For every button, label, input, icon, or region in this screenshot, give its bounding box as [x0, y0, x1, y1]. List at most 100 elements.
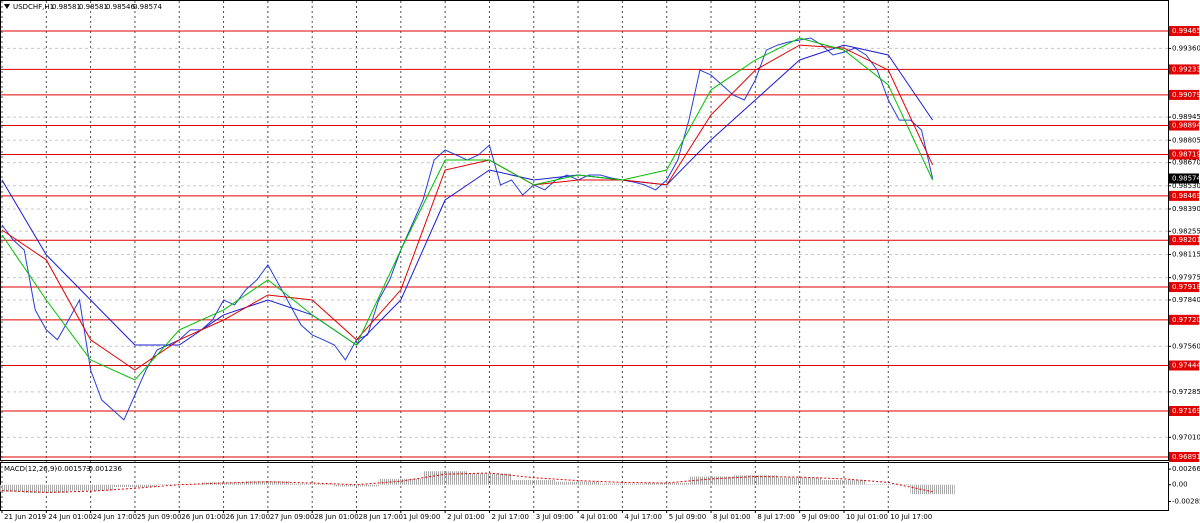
y-tick-label: 0.98255 — [1172, 227, 1200, 235]
grid — [1, 1, 1171, 513]
main-panel — [0, 0, 1169, 461]
x-tick-label: 1 Jul 09:00 — [403, 513, 441, 521]
level-tag — [1169, 26, 1199, 37]
y-tick-label: 0.98945 — [1172, 113, 1200, 121]
macd-bar — [866, 484, 911, 485]
x-tick-label: 2 Jul 17:00 — [491, 513, 529, 521]
menu-icon — [4, 4, 10, 9]
level-label: 0.98719 — [1172, 150, 1200, 158]
level-label: 0.98469 — [1172, 192, 1200, 200]
x-tick-label: 26 Jun 01:00 — [181, 513, 225, 521]
x-tick-label: 8 Jul 01:00 — [713, 513, 751, 521]
macd-bar — [555, 481, 601, 485]
y-tick-label: 0.99360 — [1172, 44, 1200, 52]
macd-bar — [68, 484, 113, 491]
x-tick-label: 4 Jul 17:00 — [624, 513, 662, 521]
macd-bar — [112, 484, 158, 488]
y-tick-label: 0.00 — [1172, 481, 1188, 489]
ohlc-value: 0.98581 — [52, 3, 81, 11]
level-tag — [1169, 314, 1199, 325]
x-tick-label: 5 Jul 09:00 — [669, 513, 707, 521]
x-tick-label: 28 Jun 17:00 — [359, 513, 403, 521]
x-tick-label: 4 Jul 01:00 — [580, 513, 618, 521]
macd-bar — [467, 473, 512, 485]
macd-bar — [821, 480, 867, 485]
y-tick-label: 0.97975 — [1172, 274, 1200, 282]
level-tag — [1169, 64, 1199, 75]
x-tick-label: 21 Jun 2019 — [4, 513, 46, 521]
y-tick-label: 0.98805 — [1172, 136, 1200, 144]
ohlc-value: 0.98574 — [133, 3, 162, 11]
y-tick-label: 0.98115 — [1172, 250, 1200, 258]
macd-bar — [644, 482, 689, 485]
macd-bar — [422, 471, 468, 485]
x-tick-label: 24 Jun 17:00 — [93, 513, 137, 521]
current-price-label: 0.98574 — [1172, 174, 1200, 182]
level-label: 0.99465 — [1172, 27, 1200, 35]
macd-bar — [511, 480, 556, 485]
y-tick-label: 0.97010 — [1172, 433, 1200, 441]
ohlc-value: 0.98546 — [106, 3, 135, 11]
macd-value: -0.001236 — [86, 465, 122, 473]
level-tag — [1169, 282, 1199, 293]
level-tag — [1169, 89, 1199, 100]
x-tick-label: 9 Jul 09:00 — [802, 513, 840, 521]
x-tick-label: 25 Jun 09:00 — [137, 513, 181, 521]
y-tick-label: 0.00266 — [1172, 465, 1200, 473]
level-label: 0.98894 — [1172, 122, 1200, 130]
macd-bar — [245, 481, 291, 485]
x-tick-label: 2 Jul 01:00 — [447, 513, 485, 521]
macd-bar — [201, 482, 246, 485]
macd-bar — [290, 483, 335, 485]
level-tag — [1169, 149, 1199, 160]
signal-line — [1, 472, 933, 493]
level-label: 0.99079 — [1172, 91, 1200, 99]
x-tick-label: 10 Jul 17:00 — [890, 513, 932, 521]
labels: 0.99360 0.98945 0.98805 0.98670 0.98530 0.983… — [4, 3, 1200, 521]
y-tick-label: 0.98390 — [1172, 205, 1200, 213]
macd-value: -0.001573 — [55, 465, 91, 473]
level-tag — [1169, 360, 1199, 371]
macd-bar — [910, 484, 955, 495]
macd-bar — [378, 478, 423, 485]
level-label: 0.97169 — [1172, 407, 1200, 415]
level-label: 0.97720 — [1172, 316, 1200, 324]
level-tag — [1169, 190, 1199, 201]
level-tag — [1169, 452, 1199, 463]
x-tick-label: 28 Jun 01:00 — [314, 513, 358, 521]
level-label: 0.99233 — [1172, 65, 1200, 73]
y-tick-label: 0.97840 — [1172, 296, 1200, 304]
x-tick-label: 3 Jul 09:00 — [536, 513, 574, 521]
macd-title: MACD(12,26,9) — [4, 465, 57, 473]
macd-bar — [600, 483, 645, 485]
symbol: USDCHF,H1 — [13, 3, 54, 11]
y-tick-label: 0.98670 — [1172, 159, 1200, 167]
moving-average — [1, 44, 934, 346]
level-tag — [1169, 235, 1199, 246]
level-label: 0.97444 — [1172, 362, 1200, 370]
current-price-tag — [1169, 173, 1199, 184]
y-tick-label: -0.00285 — [1172, 497, 1200, 505]
level-tag — [1169, 406, 1199, 417]
level-label: 0.98201 — [1172, 236, 1200, 244]
macd-bar — [0, 484, 25, 492]
y-tick-label: 0.97560 — [1172, 342, 1200, 350]
ohlc-value: 0.98581 — [79, 3, 108, 11]
macd-bar — [733, 475, 778, 485]
y-tick-label: 0.98530 — [1172, 182, 1200, 190]
y-tick-label: 0.97285 — [1172, 388, 1200, 396]
marks — [0, 30, 1168, 495]
level-label: 0.96891 — [1172, 453, 1200, 461]
level-tag — [1169, 120, 1199, 131]
x-tick-label: 27 Jun 09:00 — [270, 513, 314, 521]
macd-bar — [688, 476, 734, 485]
macd-bar — [334, 484, 379, 487]
x-tick-label: 8 Jul 17:00 — [757, 513, 795, 521]
macd-bar — [777, 477, 822, 485]
level-label: 0.97918 — [1172, 283, 1200, 291]
x-tick-label: 10 Jul 01:00 — [846, 513, 888, 521]
x-tick-label: 24 Jun 01:00 — [48, 513, 92, 521]
moving-average — [1, 37, 934, 381]
